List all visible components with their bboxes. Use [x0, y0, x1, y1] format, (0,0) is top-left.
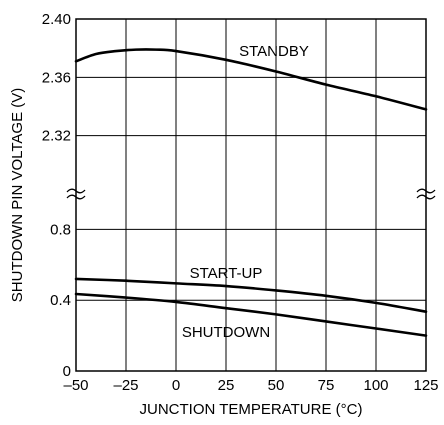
x-tick-label: 25 [218, 377, 235, 394]
y-tick-label: 2.32 [42, 128, 71, 145]
x-axis-title: JUNCTION TEMPERATURE (°C) [140, 401, 363, 418]
axis-break [66, 188, 436, 200]
start-up-series-label: START-UP [190, 265, 263, 282]
grid-layer [76, 19, 426, 371]
x-tick-label: –50 [63, 377, 88, 394]
x-tick-label: 100 [363, 377, 388, 394]
x-tick-labels: –50 –25 0 25 50 75 100 125 [63, 377, 438, 394]
shutdown-series-label: SHUTDOWN [182, 324, 270, 341]
y-axis-title: SHUTDOWN PIN VOLTAGE (V) [9, 88, 26, 302]
y-tick-label: 0.8 [50, 221, 71, 238]
x-tick-label: 0 [172, 377, 180, 394]
y-tick-label: 2.36 [42, 69, 71, 86]
standby-series-label: STANDBY [239, 43, 309, 60]
y-tick-labels: 2.32 2.36 2.40 0 0.4 0.8 [42, 11, 71, 380]
standby-series-line [74, 48, 428, 111]
x-tick-label: 50 [268, 377, 285, 394]
shutdown-series-line [74, 292, 428, 337]
x-tick-label: 75 [318, 377, 335, 394]
plot-frame [75, 18, 427, 372]
curve-layer [74, 48, 428, 337]
x-tick-label: 125 [413, 377, 438, 394]
start-up-series-line [74, 277, 428, 314]
y-tick-label: 2.40 [42, 11, 71, 28]
x-tick-label: –25 [113, 377, 138, 394]
y-tick-label: 0 [63, 363, 71, 380]
series-labels: STANDBY START-UP SHUTDOWN [182, 43, 309, 341]
y-tick-label: 0.4 [50, 292, 71, 309]
